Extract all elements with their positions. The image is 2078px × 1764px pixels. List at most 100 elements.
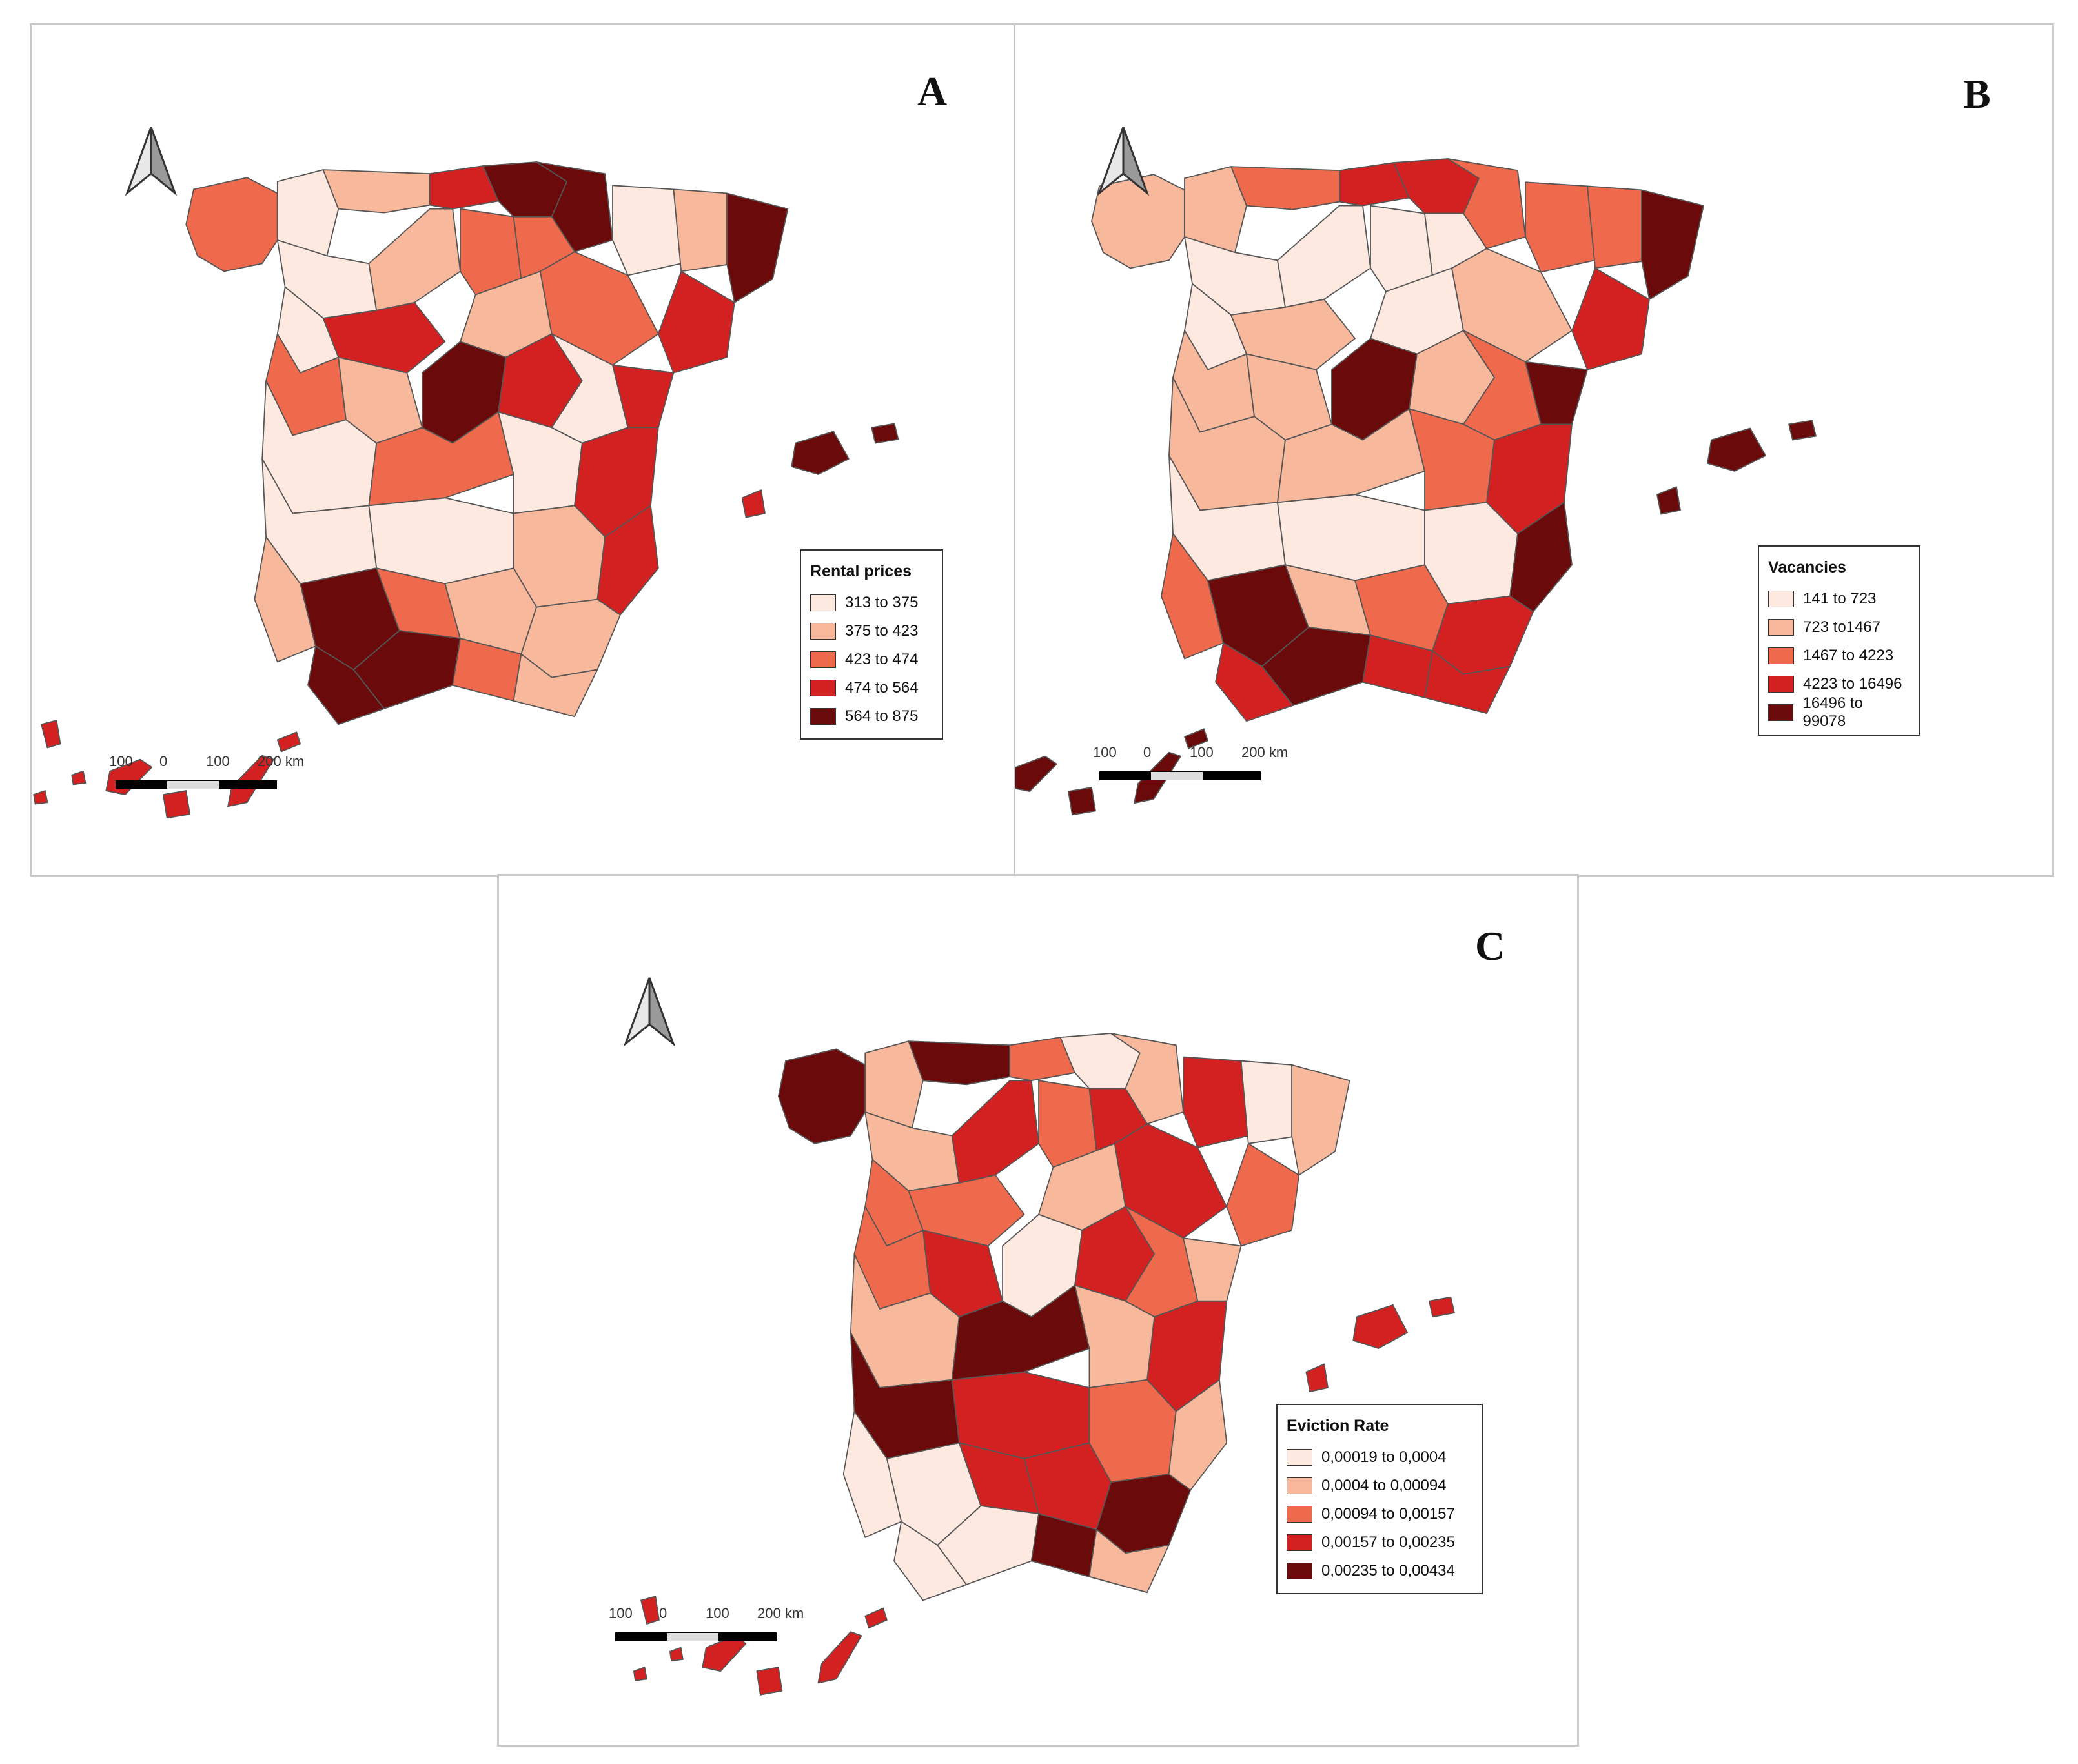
province-mallorca bbox=[1352, 1304, 1409, 1349]
province-ibiza bbox=[741, 489, 766, 518]
scale-segment bbox=[1100, 772, 1152, 780]
scale-track bbox=[1099, 771, 1261, 780]
province-aragon-n bbox=[1183, 1056, 1249, 1148]
province-canary-2 bbox=[633, 1667, 647, 1681]
province-lleida-tarr bbox=[657, 270, 735, 374]
province-canary-5 bbox=[1068, 787, 1096, 816]
province-cantabria bbox=[1009, 1037, 1075, 1082]
legend-swatch bbox=[1768, 619, 1794, 636]
scale-segment bbox=[1151, 772, 1203, 780]
scale-segment bbox=[616, 1633, 667, 1641]
legend-row: 141 to 723 bbox=[1768, 585, 1909, 613]
scale-label: 100 bbox=[206, 753, 230, 769]
province-alicante bbox=[1509, 502, 1573, 613]
legend-swatch bbox=[1287, 1477, 1312, 1494]
legend-label: 0,0004 to 0,00094 bbox=[1321, 1477, 1447, 1494]
province-canary-4 bbox=[1015, 755, 1057, 793]
legend-label: 723 to1467 bbox=[1803, 618, 1881, 636]
province-ibiza bbox=[1305, 1363, 1329, 1393]
scale-segment bbox=[718, 1633, 748, 1641]
scale-label: 100 bbox=[109, 753, 133, 769]
choropleth-map-c bbox=[633, 1033, 1455, 1696]
legend-swatch bbox=[810, 594, 836, 611]
legend-label: 474 to 564 bbox=[845, 679, 919, 696]
province-ibiza bbox=[1656, 486, 1681, 515]
legend-row: 564 to 875 bbox=[810, 702, 932, 731]
choropleth-map-a bbox=[33, 161, 899, 819]
province-asturias bbox=[908, 1040, 1011, 1086]
province-catalonia-e bbox=[1641, 189, 1704, 300]
legend-label: 375 to 423 bbox=[845, 622, 919, 640]
scale-label: 0 bbox=[659, 1605, 667, 1621]
province-catalonia-w bbox=[1587, 185, 1650, 269]
province-canary-1 bbox=[41, 720, 61, 749]
legend-label: 423 to 474 bbox=[845, 651, 919, 668]
legend-label: 0,00235 to 0,00434 bbox=[1321, 1562, 1455, 1579]
scale-track bbox=[615, 1632, 777, 1641]
province-mallorca bbox=[1707, 427, 1766, 472]
province-asturias bbox=[322, 169, 431, 214]
legend-row: 1467 to 4223 bbox=[1768, 642, 1909, 670]
map-panel-c: C Eviction Rate 0,00019 to 0,0004 0,0004 … bbox=[497, 874, 1579, 1747]
legend-swatch bbox=[1287, 1534, 1312, 1551]
legend-row: 4223 to 16496 bbox=[1768, 670, 1909, 698]
legend-row: 313 to 375 bbox=[810, 589, 932, 617]
province-almeria bbox=[1424, 650, 1511, 715]
province-palencia bbox=[951, 1080, 1039, 1184]
panel-letter-b: B bbox=[1963, 71, 1991, 117]
province-mallorca bbox=[791, 431, 850, 475]
province-canary-7 bbox=[1184, 728, 1208, 749]
province-canary-3 bbox=[71, 770, 87, 786]
scale-label: 200 km bbox=[1241, 744, 1289, 760]
province-lleida-tarr bbox=[1571, 267, 1650, 370]
scale-label: 100 bbox=[609, 1605, 633, 1621]
province-almeria bbox=[513, 653, 598, 718]
legend-swatch bbox=[810, 623, 836, 640]
province-galicia-coast bbox=[185, 177, 278, 272]
province-menorca bbox=[1788, 420, 1817, 441]
province-galicia-coast bbox=[1091, 174, 1185, 269]
choropleth-map-b bbox=[1015, 158, 1817, 816]
legend-row: 474 to 564 bbox=[810, 674, 932, 702]
map-regions bbox=[33, 161, 899, 819]
province-canary-3 bbox=[669, 1647, 684, 1662]
legend-row: 423 to 474 bbox=[810, 645, 932, 674]
legend-label: 1467 to 4223 bbox=[1803, 647, 1894, 664]
legend-swatch bbox=[1768, 591, 1794, 607]
legend-row: 0,00019 to 0,0004 bbox=[1287, 1443, 1471, 1472]
legend-swatch bbox=[810, 680, 836, 696]
scale-track bbox=[116, 780, 277, 789]
legend-c: Eviction Rate 0,00019 to 0,0004 0,0004 to… bbox=[1276, 1404, 1483, 1594]
province-huelva bbox=[254, 536, 316, 663]
scale-label: 0 bbox=[1143, 744, 1152, 760]
map-panel-b: B Vacancies 141 to 723 723 to1467 1467 to … bbox=[1014, 23, 2054, 877]
scale-bar-b: 100 0 100 200 km bbox=[1093, 744, 1289, 789]
province-palencia bbox=[1277, 205, 1371, 308]
province-cadiz bbox=[893, 1521, 967, 1601]
legend-label: 4223 to 16496 bbox=[1803, 675, 1902, 693]
scale-segment bbox=[116, 781, 168, 789]
province-canary-2 bbox=[33, 790, 48, 805]
province-canary-5 bbox=[756, 1667, 783, 1696]
province-canary-7 bbox=[864, 1607, 888, 1629]
map-panel-a: A Rental prices 313 to 375 375 to 423 423 … bbox=[30, 23, 1020, 877]
legend-items-a: 313 to 375 375 to 423 423 to 474 474 to 564… bbox=[810, 589, 932, 731]
province-canary-1 bbox=[640, 1596, 660, 1625]
province-alicante bbox=[596, 505, 659, 616]
legend-swatch bbox=[1768, 676, 1794, 693]
legend-label: 141 to 723 bbox=[1803, 590, 1877, 607]
scale-label: 200 km bbox=[757, 1605, 804, 1621]
legend-label: 0,00019 to 0,0004 bbox=[1321, 1448, 1447, 1466]
legend-swatch bbox=[1287, 1449, 1312, 1466]
province-catalonia-e bbox=[726, 192, 789, 303]
scale-label: 0 bbox=[159, 753, 168, 769]
legend-swatch bbox=[1287, 1563, 1312, 1579]
province-almeria bbox=[1088, 1528, 1170, 1594]
legend-items-c: 0,00019 to 0,0004 0,0004 to 0,00094 0,0009… bbox=[1287, 1443, 1471, 1585]
map-regions bbox=[633, 1033, 1455, 1696]
legend-row: 0,00094 to 0,00157 bbox=[1287, 1500, 1471, 1528]
scale-segment bbox=[247, 781, 276, 789]
legend-swatch bbox=[1287, 1506, 1312, 1523]
scale-label: 200 km bbox=[258, 753, 305, 769]
scale-label: 100 bbox=[706, 1605, 729, 1621]
